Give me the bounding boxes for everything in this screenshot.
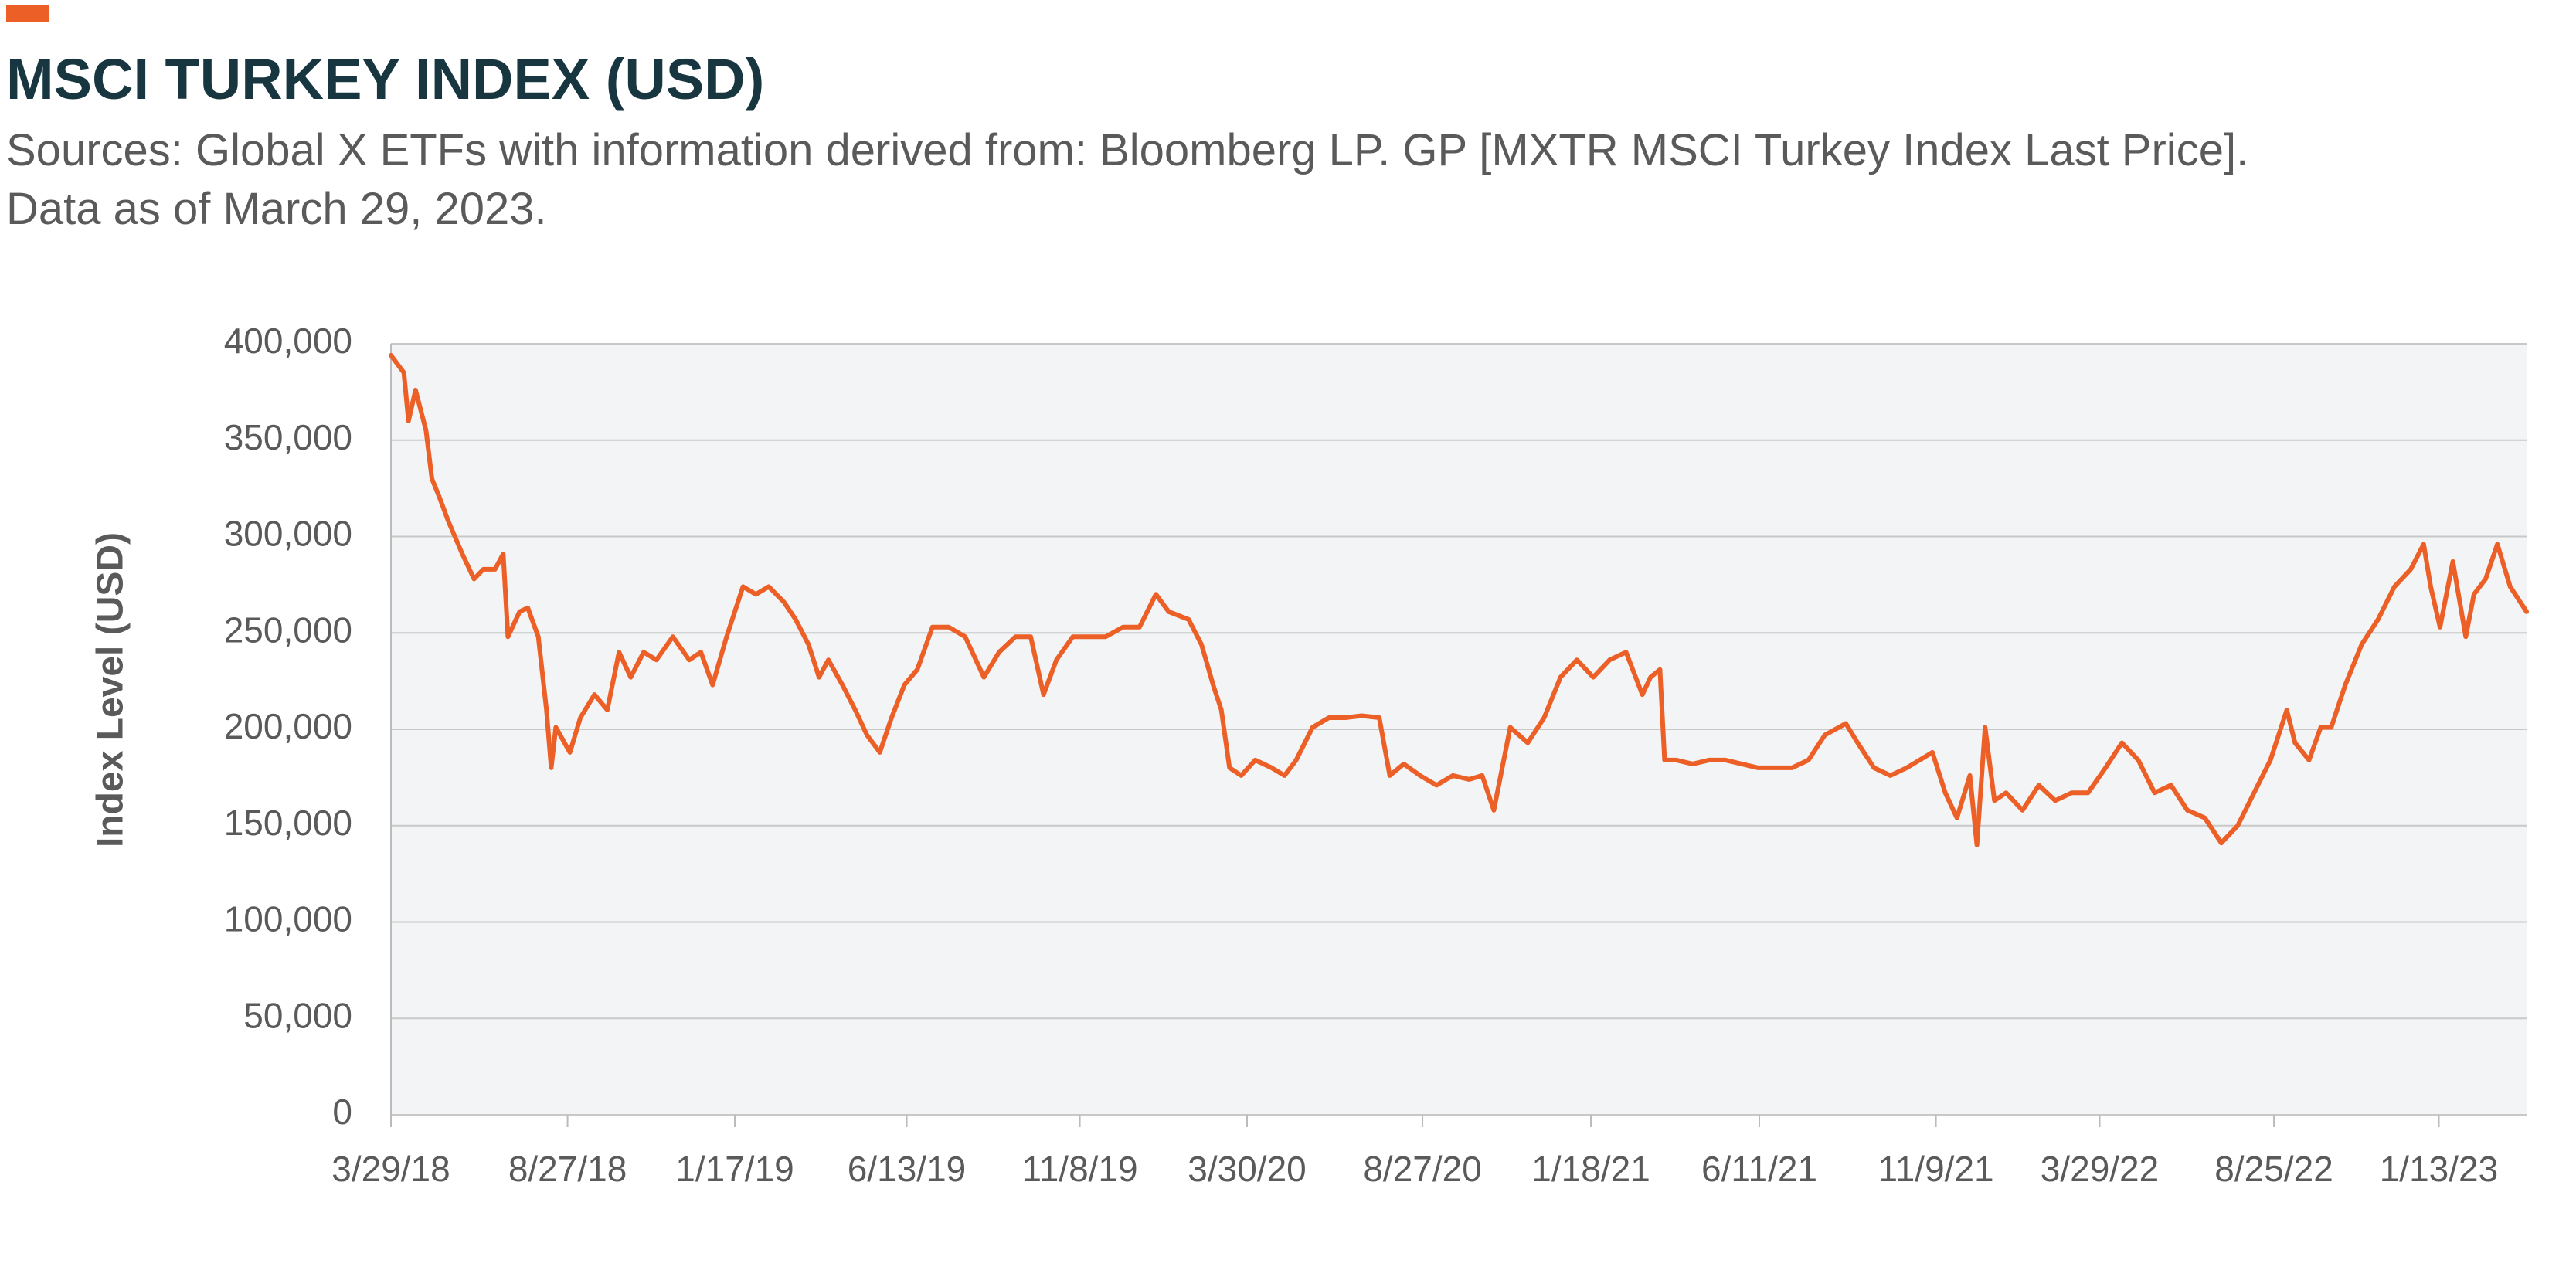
x-tick-label: 8/27/20 <box>1363 1149 1481 1189</box>
y-axis-label: Index Level (USD) <box>90 532 131 847</box>
plot <box>389 353 2529 847</box>
x-tick-label: 6/13/19 <box>848 1149 966 1189</box>
x-tick-label: 3/29/18 <box>331 1149 450 1189</box>
y-tick-label: 100,000 <box>224 899 352 939</box>
grid: 0 50,000 100,000 150,000 200,000 250,000 300,0… <box>224 321 2527 1189</box>
accent-bar <box>6 5 49 22</box>
subtitle: Sources: Global X ETFs with information … <box>6 125 2248 175</box>
data-line <box>389 353 2529 847</box>
y-tick-label: 250,000 <box>224 610 352 650</box>
chart-title: MSCI TURKEY INDEX (USD) <box>6 47 764 111</box>
x-tick-label: 8/27/18 <box>508 1149 627 1189</box>
x-tick-label: 1/18/21 <box>1531 1149 1650 1189</box>
y-tick-label: 400,000 <box>224 321 352 361</box>
x-tick-label: 3/30/20 <box>1188 1149 1306 1189</box>
y-tick-label: 300,000 <box>224 514 352 554</box>
x-tick-label: 6/11/21 <box>1701 1149 1817 1189</box>
y-tick-label: 0 <box>332 1092 352 1132</box>
y-tick-label: 200,000 <box>224 706 352 746</box>
note: Data as of March 29, 2023. <box>6 184 547 234</box>
x-tick-label: 11/9/21 <box>1878 1149 1994 1189</box>
x-tick-label: 11/8/19 <box>1022 1149 1138 1189</box>
y-tick-label: 350,000 <box>224 417 352 457</box>
y-tick-label: 50,000 <box>243 995 352 1035</box>
x-tick-label: 3/29/22 <box>2041 1149 2159 1189</box>
x-tick-label: 1/13/23 <box>2380 1149 2498 1189</box>
y-tick-label: 150,000 <box>224 803 352 843</box>
x-tick-label: 1/17/19 <box>675 1149 794 1189</box>
x-tick-label: 8/25/22 <box>2214 1149 2333 1189</box>
